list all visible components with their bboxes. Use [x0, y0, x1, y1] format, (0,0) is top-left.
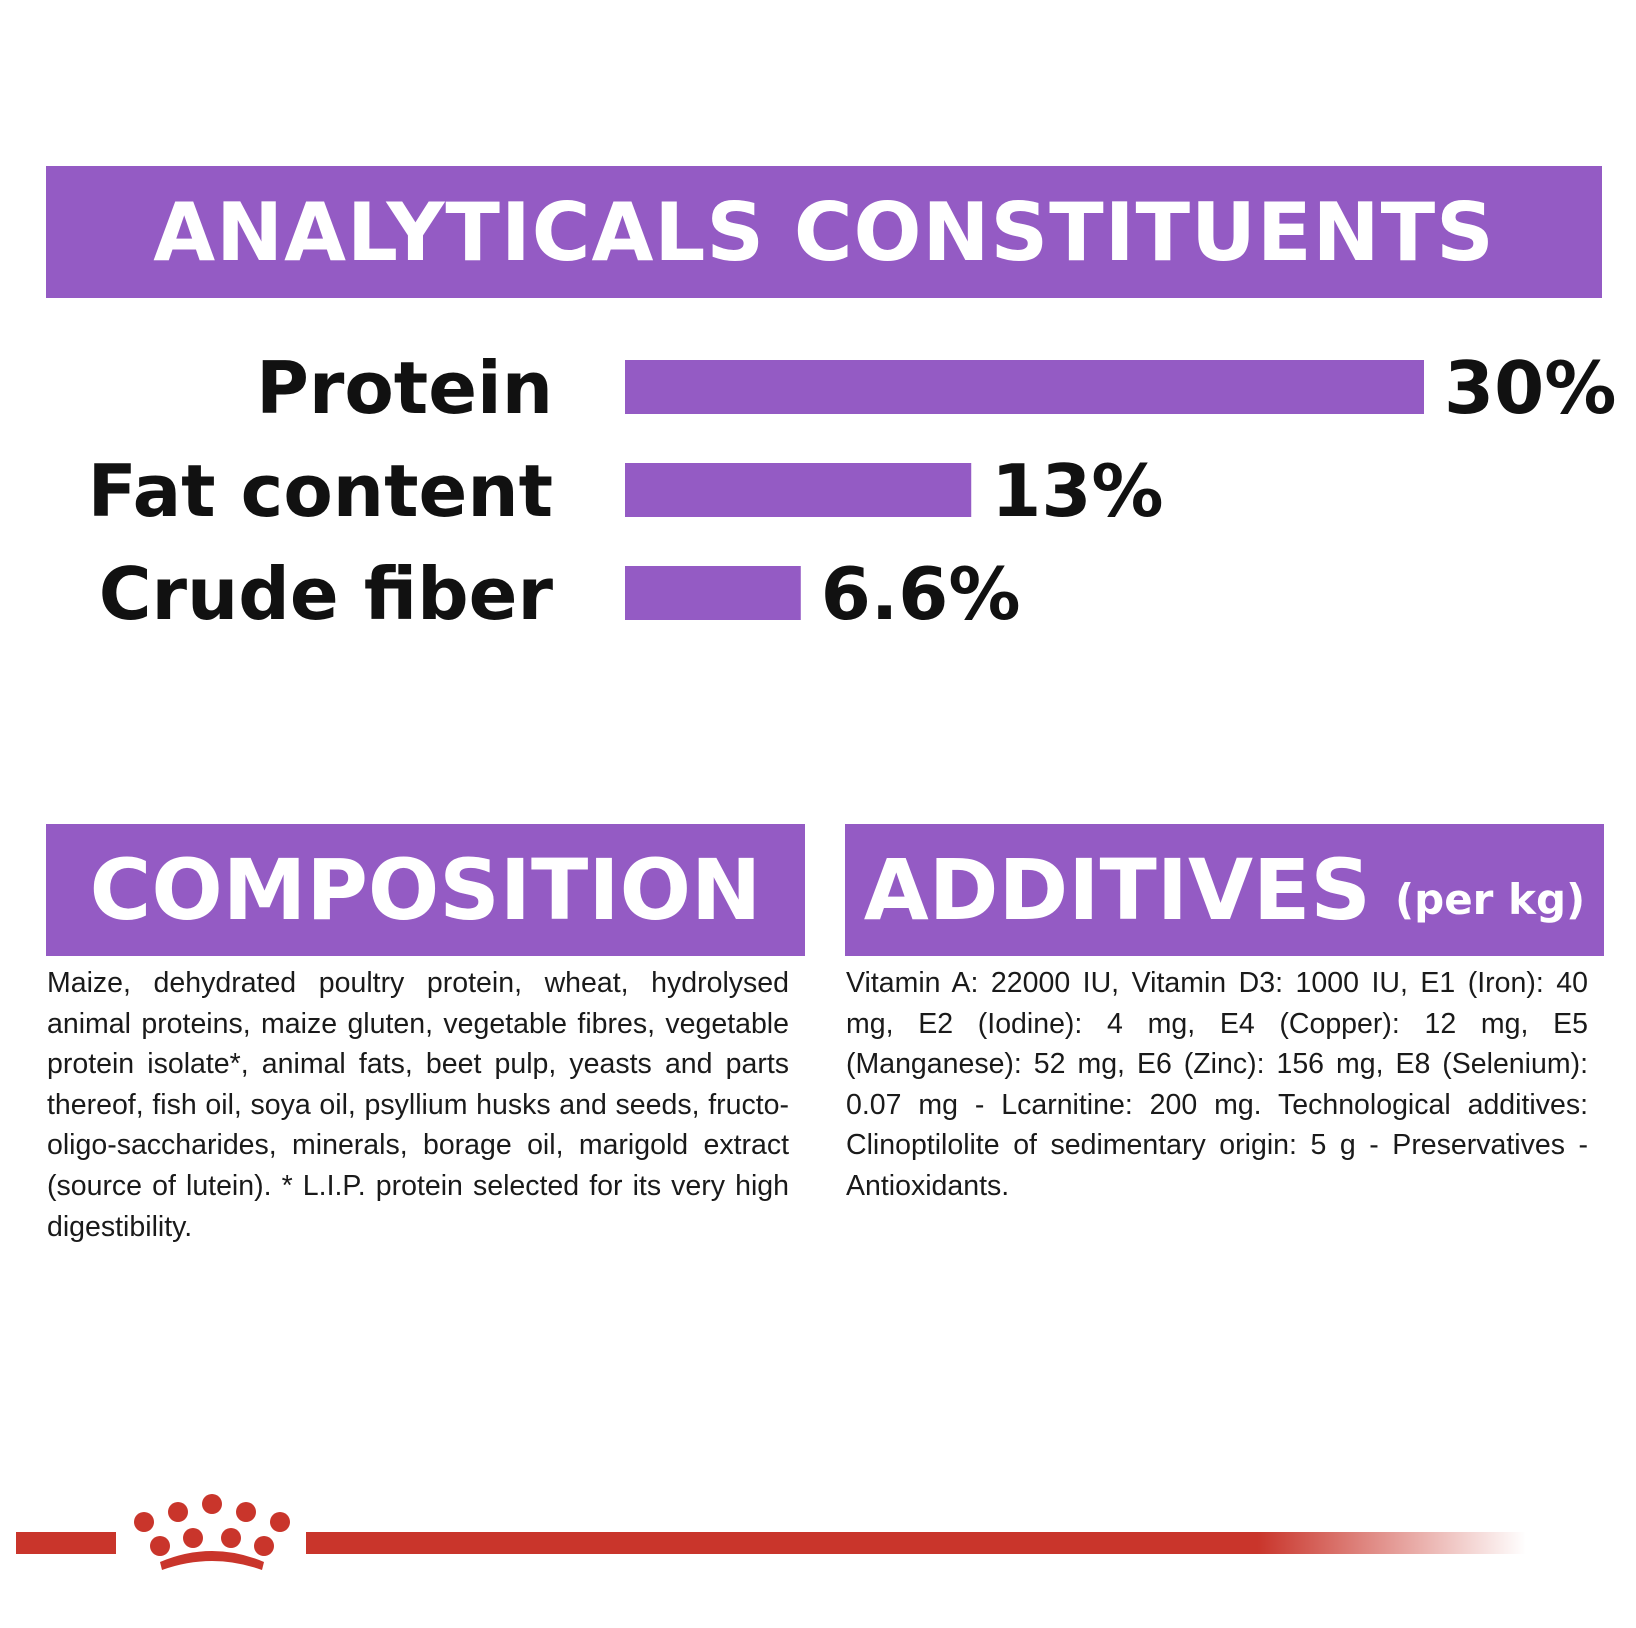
- bar: [625, 463, 972, 517]
- value-label: 6.6%: [821, 552, 1021, 636]
- composition-title: COMPOSITION: [89, 841, 762, 939]
- value-label: 30%: [1444, 346, 1616, 430]
- value-label: 13%: [991, 449, 1163, 533]
- bar: [625, 566, 801, 620]
- footer-line-right: [306, 1532, 1526, 1554]
- footer-line-left: [16, 1532, 116, 1554]
- analytics-title: ANALYTICALS CONSTITUENTS: [153, 185, 1495, 279]
- category-label: Protein: [256, 346, 553, 430]
- footer-brand-line: [16, 1494, 1526, 1570]
- additives-unit: (per kg): [1394, 874, 1586, 924]
- additives-text: Vitamin A: 22000 IU, Vitamin D3: 1000 IU…: [846, 967, 1588, 1202]
- composition-text: Maize, dehydrated poultry protein, wheat…: [47, 967, 789, 1243]
- additives-header: ADDITIVES (per kg): [845, 824, 1604, 956]
- analytics-header: ANALYTICALS CONSTITUENTS: [46, 166, 1602, 298]
- constituents-chart: Protein 30% Fat content 13% Crude fiber 6.6%: [88, 346, 1617, 636]
- composition-header: COMPOSITION: [46, 824, 805, 956]
- category-label: Crude fiber: [99, 552, 554, 636]
- crown-logo-icon: [134, 1494, 290, 1570]
- additives-title: ADDITIVES: [863, 841, 1371, 939]
- bar: [625, 360, 1424, 414]
- category-label: Fat content: [88, 449, 553, 533]
